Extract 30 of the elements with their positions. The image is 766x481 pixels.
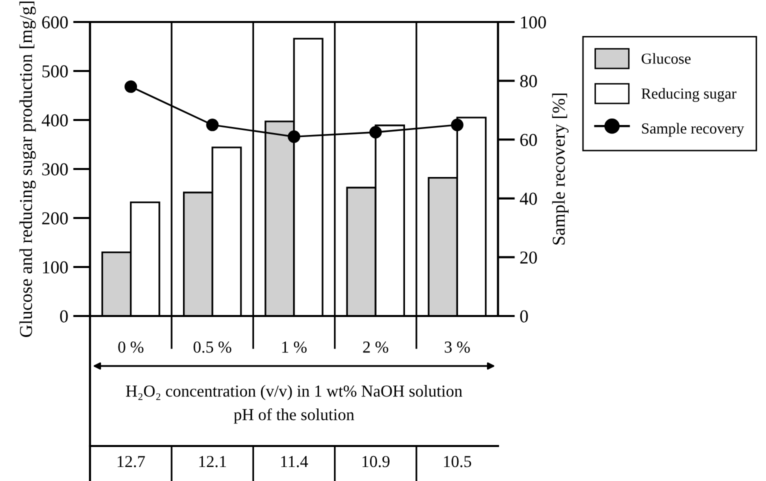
y2-tick-label: 80 <box>520 75 537 88</box>
y-tick-label: 100 <box>42 261 68 274</box>
y2-axis-title: Sample recovery [%] <box>552 94 569 244</box>
x-axis-title: H₂O₂ concentration (v/v) in 1 wt% NaOH solution <box>126 385 462 400</box>
text: 11.4 <box>281 456 308 468</box>
y-tick-label: 400 <box>42 114 68 126</box>
text: pH of the solution <box>234 408 354 424</box>
y-tick-label: 200 <box>42 212 68 224</box>
y2-tick-label: 60 <box>520 134 537 146</box>
y2-tick-label: 100 <box>521 16 546 28</box>
y2-tick-label: 40 <box>520 192 537 205</box>
x-tick-label: 2 % <box>363 341 388 353</box>
y2-tick-label: 20 <box>520 251 537 264</box>
x-tick-label: 0.5 % <box>194 341 232 353</box>
text: 10.9 <box>362 456 390 468</box>
y-tick-label: 0 <box>60 310 68 322</box>
y-tick-label: 600 <box>42 16 68 28</box>
legend-label: Glucose <box>642 53 691 64</box>
x-tick-label: 1 % <box>282 341 307 353</box>
y-tick-label: 500 <box>42 65 68 78</box>
text: 10.5 <box>444 456 472 468</box>
legend-label: Reducing sugar <box>641 88 736 102</box>
y2-tick-label: 0 <box>520 310 528 322</box>
legend-label: Sample recovery <box>642 122 744 137</box>
x-tick-label: 3 % <box>444 341 470 353</box>
x-tick-label: 0 % <box>118 341 144 353</box>
text: 12.7 <box>118 456 145 468</box>
y-tick-label: 300 <box>42 163 68 176</box>
y-axis-title: Glucose and reducing sugar production [mg/g] <box>19 2 36 337</box>
text: 12.1 <box>199 456 226 468</box>
